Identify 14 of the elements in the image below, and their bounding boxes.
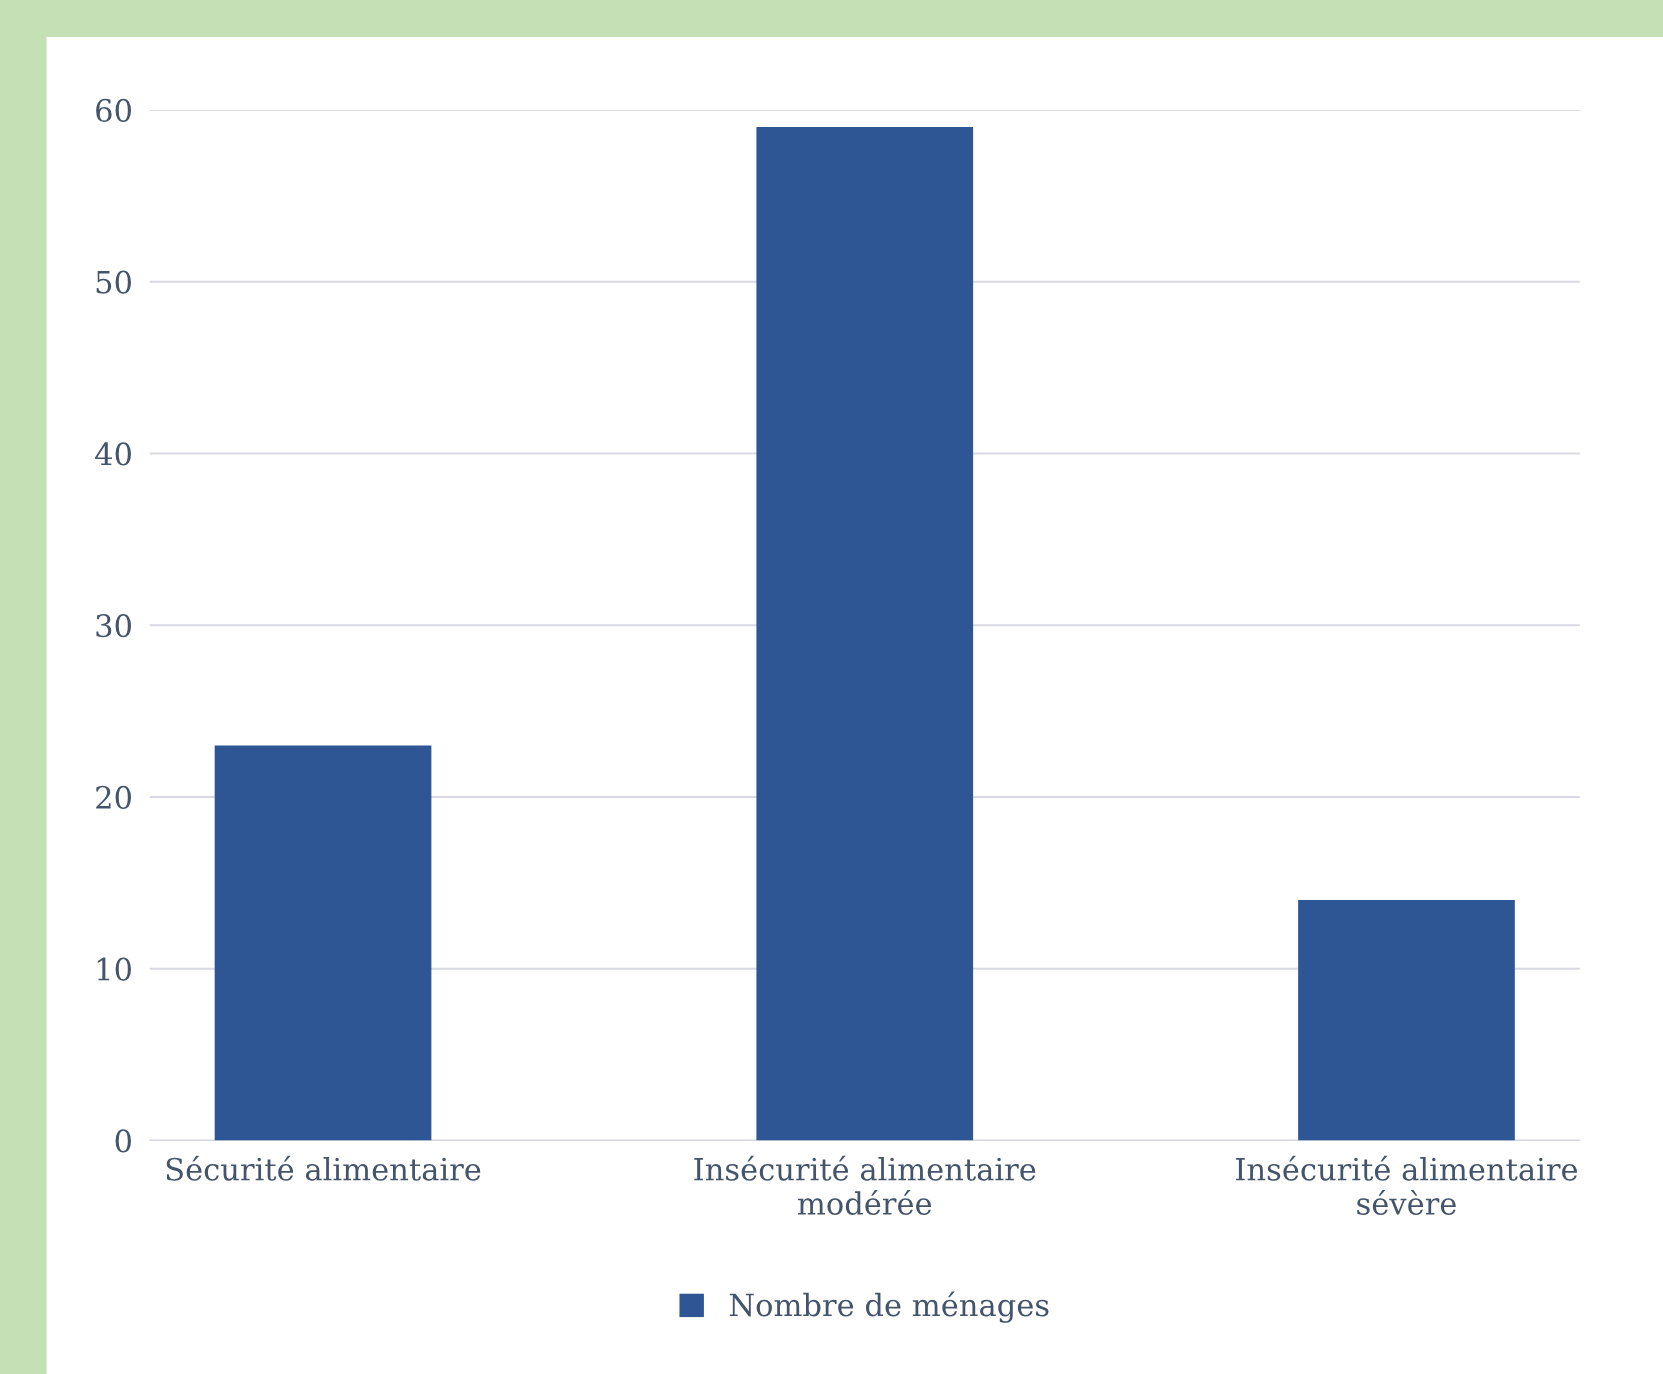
y-tick-label: 20: [96, 785, 131, 809]
x-tick-label: Insécurité alimentaire modérée: [694, 1155, 1036, 1215]
x-tick-label: Sécurité alimentaire: [166, 1155, 481, 1181]
bar: [214, 745, 432, 1141]
y-tick-label: 10: [97, 957, 131, 981]
bar: [1298, 899, 1515, 1141]
legend-label: Nombre de ménages: [729, 1291, 1049, 1323]
x-tick-label: Insécurité alimentaire sévère: [1236, 1155, 1578, 1215]
y-tick-label: 60: [96, 98, 131, 122]
y-tick-label: 30: [96, 614, 131, 638]
y-tick-label: 40: [95, 442, 131, 466]
y-tick-label: 0: [115, 1129, 131, 1153]
y-tick-label: 50: [96, 270, 131, 294]
bar: [756, 127, 974, 1141]
